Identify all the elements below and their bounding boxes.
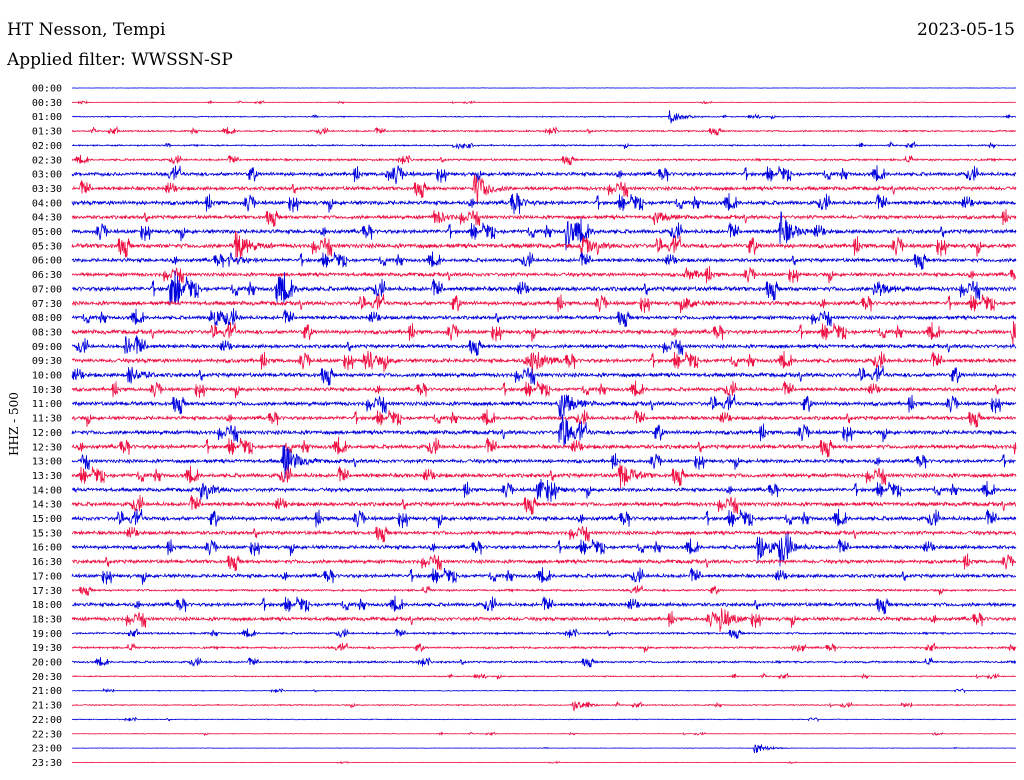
seismic-trace <box>71 494 1017 515</box>
row-time-label: 01:30 <box>32 127 62 138</box>
seismic-trace <box>71 628 1017 639</box>
seismic-trace <box>71 110 1017 124</box>
row-time-label: 00:00 <box>32 84 62 95</box>
row-time-label: 13:00 <box>32 457 62 468</box>
seismic-trace <box>71 657 1017 668</box>
seismic-trace <box>71 526 1017 543</box>
seismic-trace <box>71 608 1017 633</box>
row-time-label: 18:00 <box>32 600 62 611</box>
row-time-label: 19:30 <box>32 643 62 654</box>
seismic-trace <box>71 165 1017 185</box>
seismic-trace <box>71 585 1017 596</box>
seismic-trace <box>71 293 1017 314</box>
row-time-label: 05:30 <box>32 241 62 252</box>
seismic-trace <box>71 266 1017 284</box>
seismic-trace <box>71 154 1017 166</box>
seismic-trace <box>71 99 1017 105</box>
seismic-trace <box>71 743 1017 754</box>
row-time-label: 10:00 <box>32 371 62 382</box>
seismic-trace <box>71 409 1017 428</box>
seismic-trace <box>71 270 1017 305</box>
row-time-label: 16:30 <box>32 557 62 568</box>
seismic-trace <box>71 192 1017 215</box>
row-time-label: 20:00 <box>32 658 62 669</box>
seismic-trace <box>71 508 1017 529</box>
seismic-trace <box>71 700 1017 712</box>
seismic-trace <box>71 687 1017 694</box>
row-time-label: 10:30 <box>32 385 62 396</box>
seismic-trace <box>71 230 1017 263</box>
row-time-label: 07:00 <box>32 284 62 295</box>
row-time-label: 21:30 <box>32 701 62 712</box>
row-time-label: 18:30 <box>32 614 62 625</box>
seismic-trace <box>71 174 1017 204</box>
seismic-trace <box>71 760 1017 765</box>
seismic-trace <box>71 335 1017 356</box>
seismic-trace <box>71 731 1017 737</box>
row-time-label: 03:30 <box>32 184 62 195</box>
row-time-label: 08:00 <box>32 313 62 324</box>
row-time-label: 17:00 <box>32 571 62 582</box>
seismic-trace <box>71 553 1017 572</box>
row-time-label: 14:00 <box>32 485 62 496</box>
row-time-label: 11:00 <box>32 399 62 410</box>
row-time-label: 13:30 <box>32 471 62 482</box>
row-time-label: 04:00 <box>32 198 62 209</box>
row-time-label: 23:30 <box>32 758 62 769</box>
row-time-label: 11:30 <box>32 414 62 425</box>
seismic-trace <box>71 125 1017 136</box>
seismic-trace <box>71 308 1017 328</box>
seismic-trace <box>71 532 1017 567</box>
seismic-trace <box>71 414 1017 446</box>
seismic-trace <box>71 350 1017 374</box>
row-time-label: 15:30 <box>32 528 62 539</box>
row-time-label: 22:30 <box>32 729 62 740</box>
row-time-label: 06:00 <box>32 256 62 267</box>
row-time-label: 01:00 <box>32 112 62 123</box>
row-time-label: 06:30 <box>32 270 62 281</box>
row-time-label: 07:30 <box>32 299 62 310</box>
seismic-trace <box>71 380 1017 399</box>
seismic-trace <box>71 394 1017 420</box>
seismic-trace <box>71 595 1017 615</box>
seismic-trace <box>71 567 1017 585</box>
row-time-label: 09:30 <box>32 356 62 367</box>
row-time-label: 05:00 <box>32 227 62 238</box>
seismic-trace <box>71 672 1017 680</box>
row-time-label: 00:30 <box>32 98 62 109</box>
seismic-trace <box>71 479 1017 502</box>
seismic-trace <box>71 209 1017 227</box>
row-time-label: 12:30 <box>32 442 62 453</box>
row-time-label: 04:30 <box>32 213 62 224</box>
row-time-label: 12:00 <box>32 428 62 439</box>
row-time-label: 02:30 <box>32 155 62 166</box>
seismic-trace <box>71 464 1017 489</box>
seismic-trace <box>71 211 1017 251</box>
seismic-trace <box>71 642 1017 653</box>
row-time-label: 15:00 <box>32 514 62 525</box>
row-time-label: 17:30 <box>32 586 62 597</box>
row-time-label: 02:00 <box>32 141 62 152</box>
seismic-trace <box>71 716 1017 723</box>
row-time-label: 20:30 <box>32 672 62 683</box>
row-time-label: 16:00 <box>32 543 62 554</box>
row-time-label: 03:00 <box>32 170 62 181</box>
seismic-trace <box>71 436 1017 458</box>
station-title: HT Nesson, Tempi <box>7 20 166 40</box>
row-time-label: 09:00 <box>32 342 62 353</box>
row-time-label: 21:00 <box>32 686 62 697</box>
row-time-label: 19:00 <box>32 629 62 640</box>
row-time-label: 14:30 <box>32 500 62 511</box>
seismic-trace <box>71 444 1017 479</box>
row-time-label: 22:00 <box>32 715 62 726</box>
seismic-trace <box>71 365 1017 386</box>
seismic-trace <box>71 321 1017 347</box>
filter-label: Applied filter: WWSSN-SP <box>7 50 233 70</box>
row-time-label: 23:00 <box>32 744 62 755</box>
row-time-label: 08:30 <box>32 327 62 338</box>
date-label: 2023-05-15 <box>916 20 1015 40</box>
seismic-trace <box>71 140 1017 150</box>
seismic-trace <box>71 251 1017 270</box>
